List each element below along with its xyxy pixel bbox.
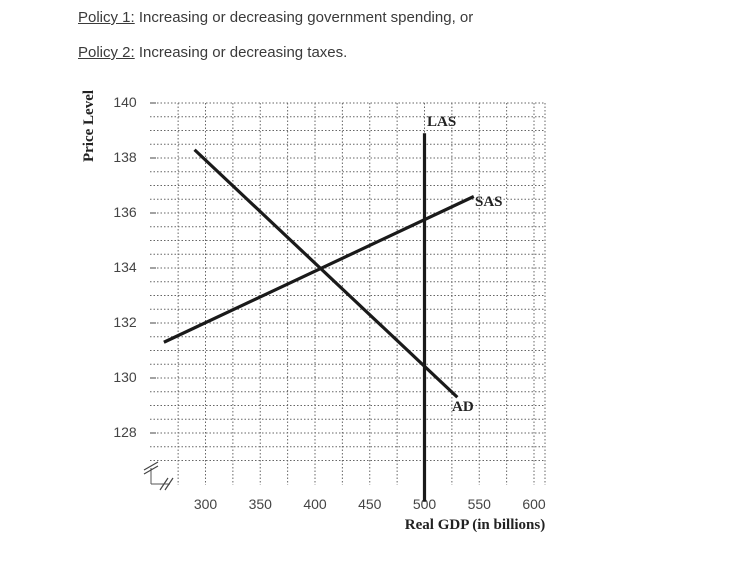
x-tick-label: 350	[249, 496, 273, 512]
label-sas: SAS	[475, 194, 503, 210]
x-tick-label: 500	[413, 496, 437, 512]
policy-1-description: Increasing or decreasing government spen…	[134, 9, 474, 26]
x-tick-label: 550	[468, 496, 492, 512]
label-ad: AD	[452, 399, 474, 415]
grid	[150, 102, 546, 485]
policy-1-text: Policy 1: Increasing or decreasing gover…	[78, 9, 473, 26]
y-tick-label: 134	[113, 259, 137, 275]
x-tick-label: 600	[522, 496, 546, 512]
series-lines	[163, 133, 475, 502]
x-axis-break-mark	[159, 477, 174, 491]
y-axis-break-mark	[143, 461, 159, 475]
policy-2-description: Increasing or decreasing taxes.	[134, 44, 348, 61]
curve-ad	[193, 148, 459, 399]
y-tick-label: 128	[113, 424, 137, 440]
x-tick-label: 300	[194, 496, 218, 512]
policy-2-label: Policy 2:	[78, 44, 135, 61]
series-labels: AD SAS LAS	[427, 114, 503, 415]
y-tick-label: 140	[113, 94, 137, 110]
tick-labels: 128 130 132 134 136 138 140 300 350 400 450 500 550 6…	[113, 94, 546, 512]
y-tick-label: 138	[113, 149, 137, 165]
y-tick-label: 136	[113, 204, 137, 220]
y-tick-label: 132	[113, 314, 137, 330]
y-axis-label: Price Level	[81, 90, 97, 162]
label-las: LAS	[427, 114, 456, 130]
policy-2-text: Policy 2: Increasing or decreasing taxes…	[78, 44, 347, 61]
policy-1-label: Policy 1:	[78, 9, 135, 26]
axes	[143, 461, 174, 491]
x-tick-label: 400	[303, 496, 327, 512]
y-tick-label: 130	[113, 369, 137, 385]
x-axis-label: Real GDP (in billions)	[405, 517, 545, 533]
x-tick-label: 450	[358, 496, 382, 512]
curve-sas	[163, 195, 475, 344]
